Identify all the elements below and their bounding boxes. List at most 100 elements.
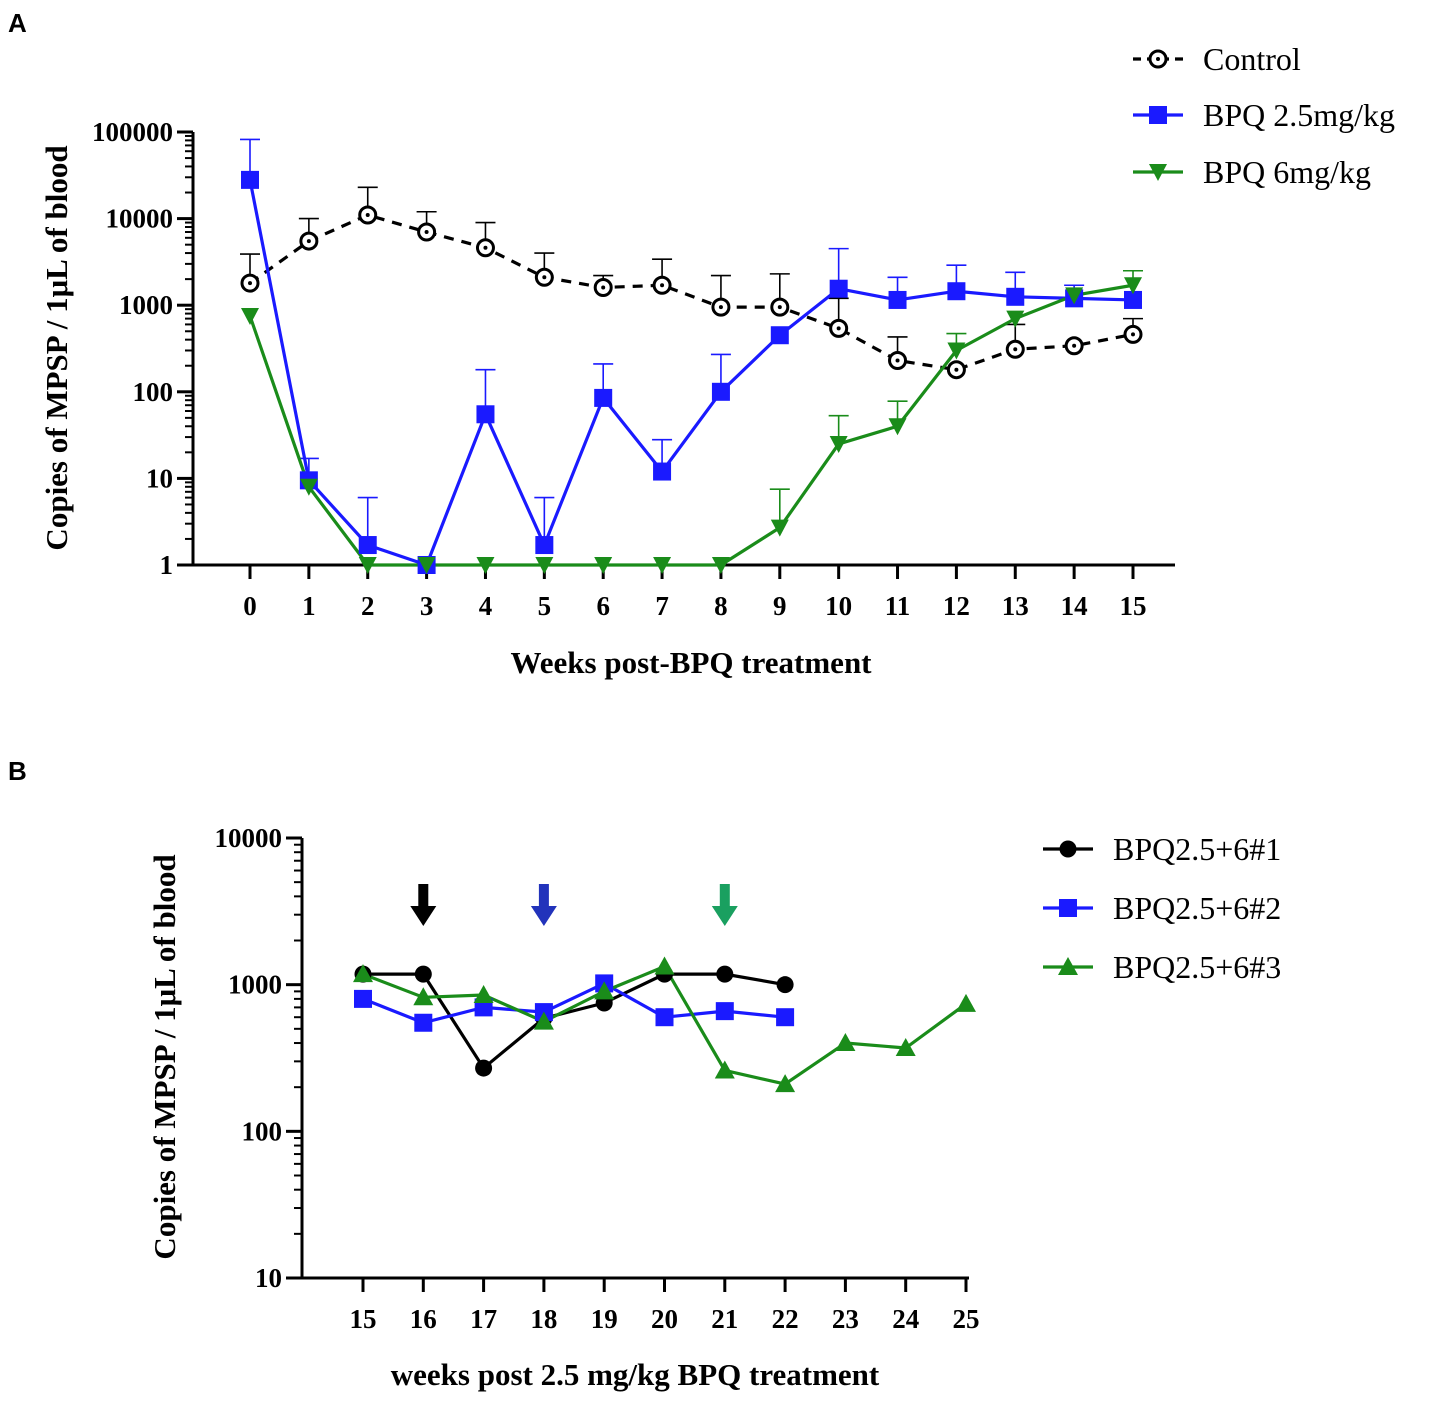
- bpq2-5-6-3-point-19: [594, 981, 615, 1000]
- control-point-8-dot: [718, 305, 723, 310]
- control-point-8: [711, 297, 731, 317]
- control-point-12: [946, 360, 966, 380]
- x-tick-label-10: 10: [825, 591, 852, 621]
- x-tick-label-12: 12: [943, 591, 970, 621]
- bpq2-5-6-1-point-17: [475, 1059, 493, 1077]
- control-point-9: [770, 297, 790, 317]
- control-point-2-dot: [365, 213, 370, 218]
- legend-label-bpq2-5-6-1: BPQ2.5+6#1: [1113, 831, 1281, 867]
- bpq2-5-6-3-point-25: [956, 993, 976, 1012]
- control-point-1-dot: [306, 239, 311, 244]
- legend-label-bpq2-5-6-2: BPQ2.5+6#2: [1113, 890, 1281, 926]
- bpq-2-5mg-kg-line: [248, 179, 1134, 567]
- arrow-week-16: [410, 884, 437, 926]
- bpq-6mg-kg-point-1: [299, 478, 318, 496]
- y-tick-label-10000: 10000: [106, 204, 174, 234]
- bpq-6mg-kg-point-9: [770, 519, 789, 537]
- x-tick-label-13: 13: [1002, 591, 1029, 621]
- x-tick-label-11: 11: [885, 591, 911, 621]
- bpq2-5-6-3-point-16: [413, 987, 434, 1006]
- x-tick-label-8: 8: [714, 591, 728, 621]
- chart-a-axes: [177, 130, 1175, 579]
- y-tick-label-1000: 1000: [119, 290, 173, 320]
- x-tick-label-17: 17: [470, 1304, 497, 1334]
- chart-b-axes: [286, 836, 969, 1292]
- panel-letter-a: A: [8, 8, 27, 38]
- y-tick-label-1000: 1000: [228, 970, 282, 1000]
- bpq-6mg-kg-point-11: [888, 418, 907, 436]
- x-tick-label-4: 4: [479, 591, 493, 621]
- x-tick-label-15: 15: [1120, 591, 1147, 621]
- bpq2-5-6-3-point-18: [533, 1011, 554, 1030]
- y-tick-label-100: 100: [242, 1116, 283, 1146]
- control-point-9-dot: [777, 305, 782, 310]
- bpq2-5-6-3-point-24: [895, 1037, 916, 1056]
- x-tick-label-0: 0: [243, 591, 257, 621]
- x-tick-label-14: 14: [1061, 591, 1088, 621]
- control-point-6: [593, 278, 613, 298]
- x-tick-label-18: 18: [530, 1304, 557, 1334]
- chart-a-lines: [248, 179, 1134, 567]
- bpq2-5-6-3-point-21: [714, 1060, 735, 1079]
- legend-label-bpq-2-5: BPQ 2.5mg/kg: [1203, 97, 1395, 133]
- control-point-11: [888, 350, 908, 370]
- x-tick-label-24: 24: [892, 1304, 919, 1334]
- bpq2-5-6-1-point-22: [776, 976, 794, 994]
- legend-item-bpq2-5-6-1: BPQ2.5+6#1: [1043, 831, 1281, 867]
- chart-b-markers: [353, 956, 976, 1093]
- bpq2-5-6-3-point-22: [775, 1074, 796, 1093]
- bpq-6mg-kg-point-8: [711, 557, 730, 574]
- bpq-6mg-kg-point-4: [476, 557, 495, 574]
- control-point-7-dot: [660, 283, 665, 288]
- x-tick-label-6: 6: [596, 591, 610, 621]
- control-point-1: [299, 231, 319, 251]
- control-point-3: [417, 222, 437, 242]
- bpq-2-5mg-kg-point-15: [1124, 290, 1142, 309]
- bpq2-5-6-1-point-16: [414, 965, 432, 983]
- control-point-7: [652, 275, 672, 295]
- control-legend-marker-dot: [1156, 57, 1160, 61]
- control-point-4: [475, 238, 495, 258]
- bpq-2-5mg-kg-point-7: [653, 462, 672, 481]
- control-point-2: [358, 205, 378, 225]
- bpq-6mg-kg-point-0: [241, 308, 259, 326]
- x-tick-label-23: 23: [832, 1304, 859, 1334]
- bpq-6mg-kg-point-13: [1006, 310, 1025, 328]
- chart-b: 10 100 1000 10000 15 16 17 18 19 20 21 22 23 24 25 wee…: [147, 823, 1281, 1392]
- chart-a-y-axis-title: Copies of MPSP / 1μL of blood: [39, 145, 74, 550]
- bpq-2-5mg-kg-point-2: [358, 536, 377, 555]
- bpq2-5-6-2-line: [362, 981, 786, 1025]
- panel-letter-b: B: [8, 756, 27, 786]
- control-point-5-dot: [542, 275, 547, 280]
- chart-a-error-bars: [240, 138, 1143, 546]
- control-point-0: [240, 273, 260, 293]
- bpq2-5-6-2-point-22: [776, 1008, 795, 1027]
- bpq2-5-6-1-line: [363, 972, 786, 1070]
- bpq-6mg-kg-point-6: [594, 557, 613, 574]
- x-tick-label-2: 2: [361, 591, 375, 621]
- legend-label-bpq2-5-6-3: BPQ2.5+6#3: [1113, 949, 1281, 985]
- bpq-6mg-kg-point-7: [653, 557, 672, 574]
- bpq2-5-6-3-point-23: [835, 1033, 856, 1052]
- bpq-6mg-kg-point-12: [947, 342, 966, 360]
- control-point-3-dot: [424, 230, 429, 235]
- y-tick-label-10000: 10000: [215, 823, 283, 853]
- control-point-4-dot: [483, 245, 488, 250]
- x-tick-label-22: 22: [772, 1304, 799, 1334]
- bpq2-5-6-3-point-15: [353, 964, 373, 983]
- legend-item-bpq2-5-6-2: BPQ2.5+6#2: [1043, 890, 1281, 926]
- legend-item-bpq-6: BPQ 6mg/kg: [1133, 154, 1371, 190]
- control-point-12-dot: [954, 367, 959, 372]
- chart-b-arrows: [410, 884, 738, 926]
- bpq-2-5mg-kg-point-8: [711, 382, 730, 401]
- bpq-2-5mg-kg-point-4: [476, 405, 495, 424]
- bpq2-5-6-2-point-20: [655, 1008, 674, 1027]
- control-point-15-dot: [1131, 332, 1135, 337]
- bpq-2-5mg-kg-point-13: [1006, 287, 1025, 306]
- legend-item-control: Control: [1133, 41, 1301, 77]
- x-tick-label-16: 16: [410, 1304, 437, 1334]
- control-point-10-dot: [836, 326, 841, 331]
- x-tick-label-5: 5: [538, 591, 552, 621]
